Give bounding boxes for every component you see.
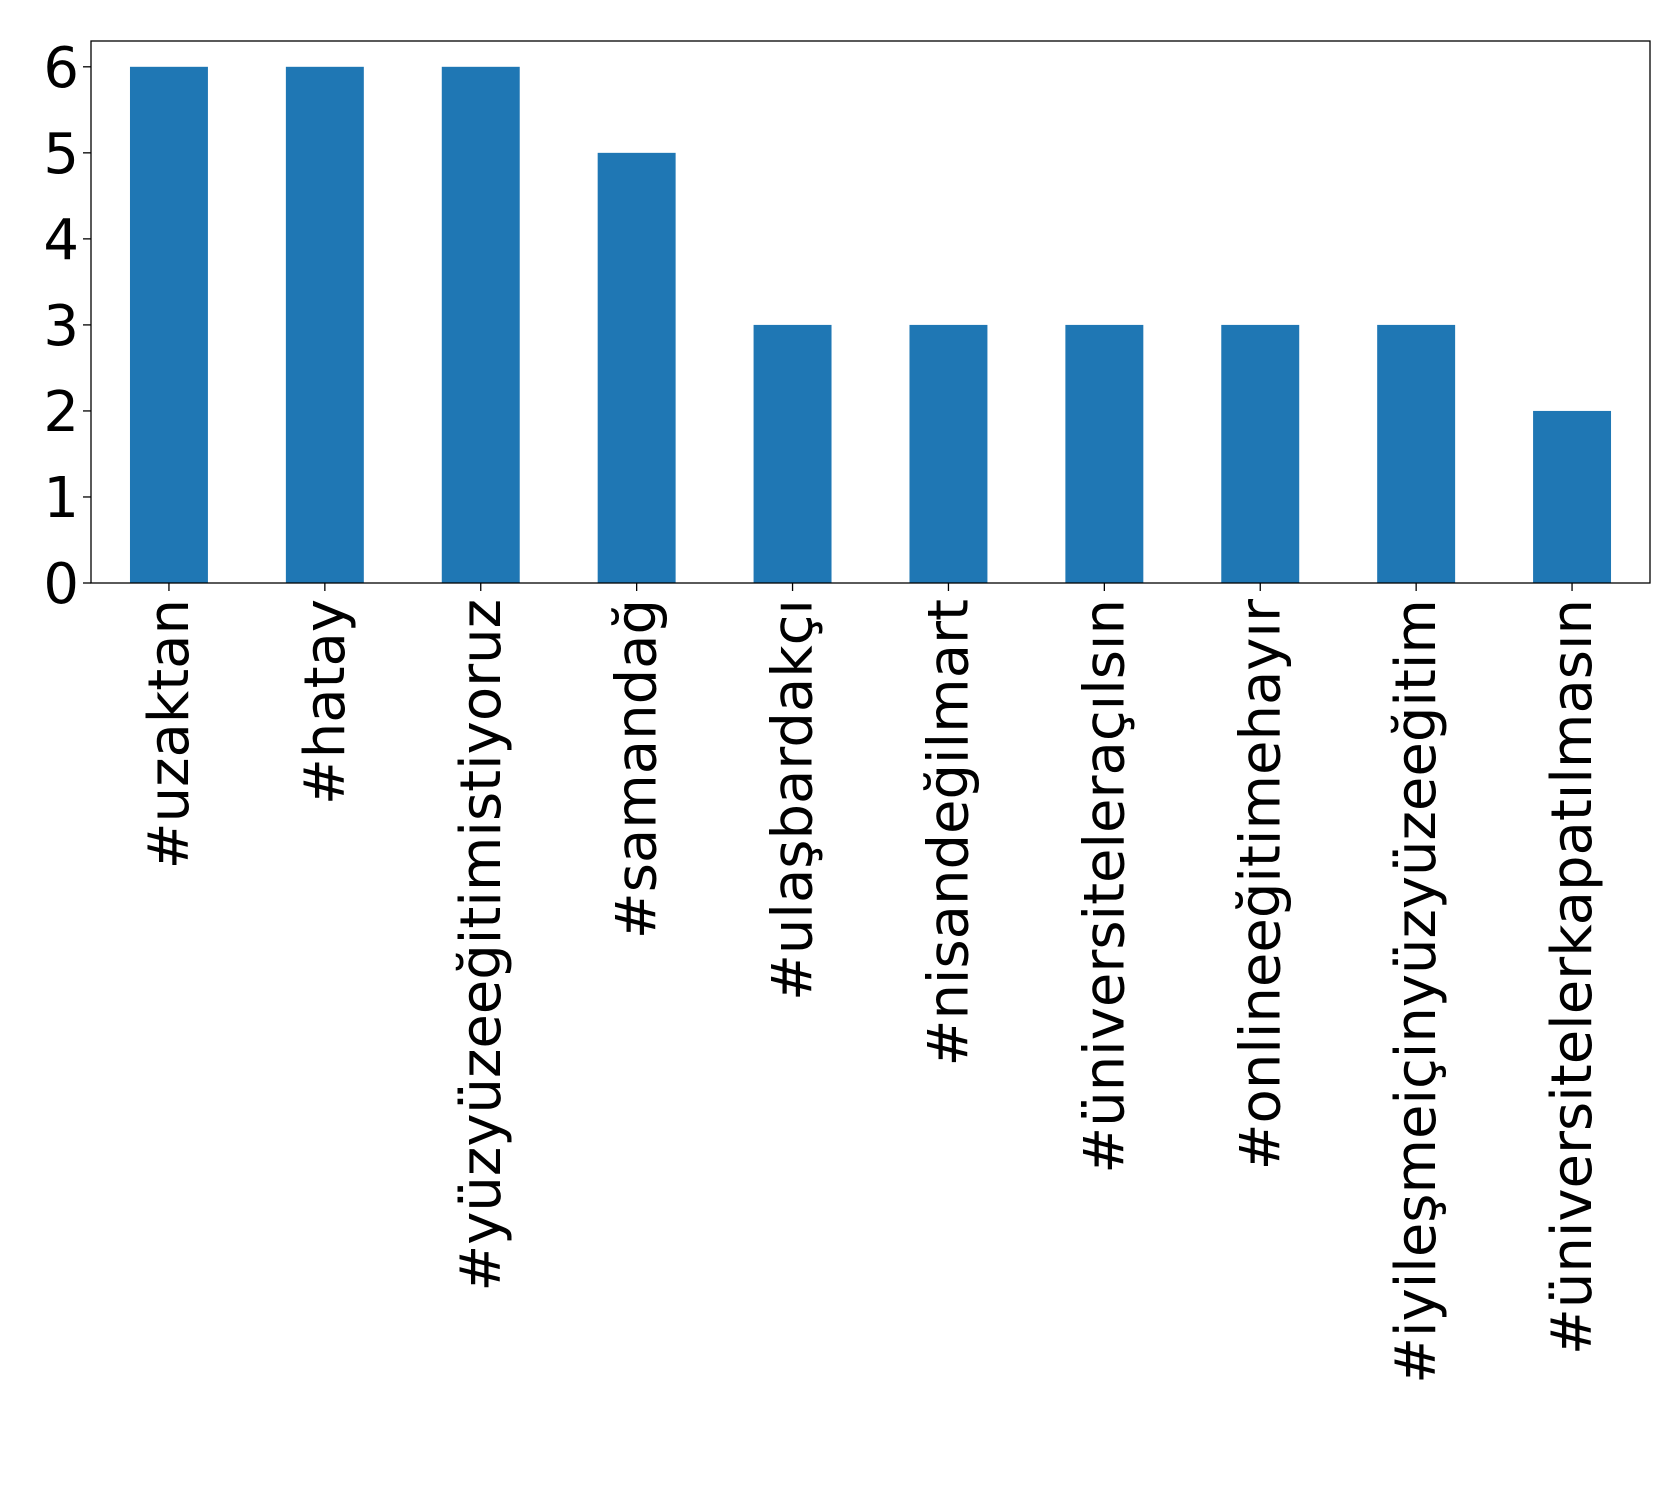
- x-tick-label: #nisandeğilmart: [916, 599, 981, 1066]
- y-tick-label: 6: [43, 36, 79, 101]
- y-tick-label: 5: [43, 122, 79, 187]
- bar-10: [1533, 410, 1612, 583]
- y-tick-label: 2: [43, 380, 79, 445]
- y-tick-label: 4: [43, 208, 79, 273]
- x-tick-label: #onlineeğitimehayır: [1228, 598, 1293, 1170]
- bar-4: [597, 152, 676, 584]
- bar-1: [129, 66, 208, 584]
- bar-6: [909, 324, 988, 583]
- x-tick-label: #yüzyüzeeğitimistiyoruz: [449, 599, 514, 1292]
- x-tick-label: #iyileşmeiçinyüzyüzeeğitim: [1384, 599, 1449, 1384]
- x-tick-label: #samandağ: [605, 599, 670, 939]
- bar-5: [753, 324, 832, 583]
- bar-7: [1065, 324, 1144, 583]
- y-tick-label: 1: [43, 466, 79, 531]
- x-tick-label: #ulaşbardakçı: [761, 599, 826, 1001]
- bar-9: [1377, 324, 1456, 583]
- bars-layer: [129, 66, 1612, 584]
- y-tick-label: 0: [43, 552, 79, 617]
- plot-frame: [90, 40, 1651, 584]
- y-tick-label: 3: [43, 294, 79, 359]
- bar-8: [1221, 324, 1300, 583]
- x-tick-label: #uzaktan: [137, 599, 202, 869]
- bar-3: [441, 66, 520, 584]
- ticks-layer: [83, 66, 1573, 591]
- bar-2: [285, 66, 364, 584]
- labels-layer: #uzaktan #hatay #yüzyüzeeğitimistiyoruz #sa…: [43, 36, 1605, 1384]
- x-tick-label: #hatay: [293, 599, 358, 805]
- x-tick-label: #üniversitelerkapatılmasın: [1540, 599, 1605, 1355]
- x-tick-label: #üniversiteleraçılsın: [1072, 599, 1137, 1174]
